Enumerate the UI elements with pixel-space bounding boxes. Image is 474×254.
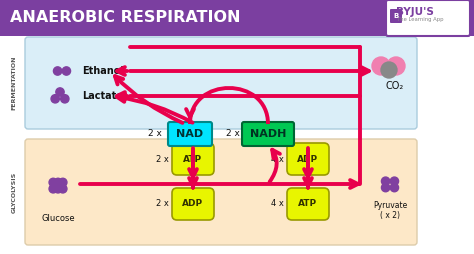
Circle shape	[54, 67, 62, 75]
Circle shape	[54, 185, 62, 193]
Circle shape	[59, 178, 67, 186]
Circle shape	[56, 88, 64, 96]
Text: 4 x: 4 x	[271, 199, 284, 209]
Text: BYJU'S: BYJU'S	[396, 7, 434, 17]
Text: ADP: ADP	[298, 154, 319, 164]
Circle shape	[382, 183, 390, 192]
Circle shape	[381, 62, 397, 78]
Text: 2 x: 2 x	[226, 130, 240, 138]
Text: B: B	[393, 13, 399, 19]
Bar	[0, 0, 474, 36]
Text: 2 x: 2 x	[156, 199, 169, 209]
Text: ATP: ATP	[183, 154, 202, 164]
FancyBboxPatch shape	[287, 188, 329, 220]
Text: Pyruvate
( x 2): Pyruvate ( x 2)	[373, 201, 407, 220]
Circle shape	[51, 95, 59, 103]
Text: ATP: ATP	[299, 199, 318, 209]
Circle shape	[387, 57, 405, 75]
Text: ANAEROBIC RESPIRATION: ANAEROBIC RESPIRATION	[10, 10, 240, 25]
Circle shape	[382, 177, 390, 185]
Circle shape	[390, 183, 399, 192]
Circle shape	[62, 67, 71, 75]
Text: NADH: NADH	[250, 129, 286, 139]
Circle shape	[49, 178, 57, 186]
FancyBboxPatch shape	[390, 9, 402, 23]
FancyBboxPatch shape	[172, 143, 214, 175]
FancyBboxPatch shape	[386, 0, 470, 36]
Text: 2 x: 2 x	[156, 154, 169, 164]
Text: ADP: ADP	[182, 199, 203, 209]
Text: 2 x: 2 x	[148, 130, 162, 138]
Circle shape	[390, 177, 399, 185]
FancyBboxPatch shape	[168, 122, 212, 146]
Circle shape	[49, 185, 57, 193]
Text: Ethanol: Ethanol	[82, 66, 124, 76]
Text: NAD: NAD	[176, 129, 203, 139]
Text: GLYCOLYSIS: GLYCOLYSIS	[11, 171, 17, 213]
FancyBboxPatch shape	[242, 122, 294, 146]
Circle shape	[372, 57, 390, 75]
Circle shape	[59, 185, 67, 193]
FancyBboxPatch shape	[25, 139, 417, 245]
Text: CO₂: CO₂	[386, 81, 404, 91]
FancyBboxPatch shape	[172, 188, 214, 220]
Text: FERMENTATION: FERMENTATION	[11, 56, 17, 110]
Text: Glucose: Glucose	[41, 214, 75, 223]
Text: 4 x: 4 x	[271, 154, 284, 164]
FancyBboxPatch shape	[287, 143, 329, 175]
Text: Lactate: Lactate	[82, 91, 123, 101]
FancyBboxPatch shape	[340, 0, 474, 36]
FancyBboxPatch shape	[25, 37, 417, 129]
Text: The Learning App: The Learning App	[397, 18, 443, 23]
Circle shape	[54, 178, 62, 186]
Circle shape	[61, 95, 69, 103]
